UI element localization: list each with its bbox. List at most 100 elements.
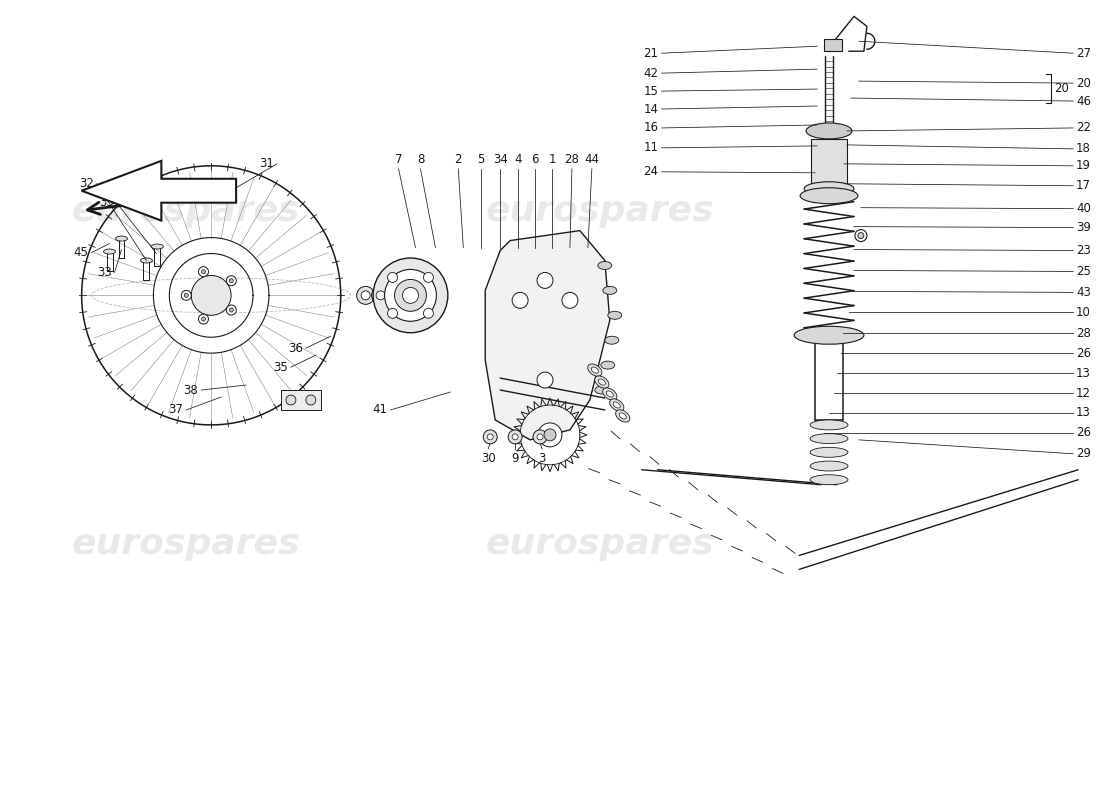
Text: 6: 6 (531, 153, 539, 166)
Ellipse shape (608, 311, 622, 319)
Text: 44: 44 (584, 153, 600, 166)
Text: 39: 39 (1076, 221, 1091, 234)
Circle shape (562, 292, 578, 308)
Ellipse shape (373, 258, 448, 333)
Ellipse shape (103, 249, 116, 254)
Text: 17: 17 (1076, 179, 1091, 192)
Text: 33: 33 (99, 196, 113, 209)
Circle shape (306, 395, 316, 405)
Circle shape (201, 317, 206, 321)
Ellipse shape (603, 286, 617, 294)
Text: 26: 26 (1076, 426, 1091, 439)
Text: 35: 35 (273, 361, 288, 374)
Ellipse shape (810, 447, 848, 458)
Circle shape (537, 372, 553, 388)
Text: 24: 24 (644, 166, 659, 178)
Ellipse shape (356, 286, 375, 304)
Ellipse shape (619, 413, 626, 419)
Circle shape (483, 430, 497, 444)
Circle shape (286, 395, 296, 405)
Circle shape (424, 273, 433, 282)
Circle shape (229, 278, 233, 282)
Ellipse shape (810, 434, 848, 443)
Circle shape (487, 434, 493, 440)
Circle shape (534, 430, 547, 444)
Text: 9: 9 (512, 452, 519, 465)
Text: 20: 20 (1076, 77, 1091, 90)
Ellipse shape (810, 420, 848, 430)
Ellipse shape (403, 287, 418, 303)
Ellipse shape (601, 361, 615, 369)
Circle shape (508, 430, 522, 444)
Ellipse shape (810, 461, 848, 471)
Circle shape (227, 276, 236, 286)
Circle shape (424, 308, 433, 318)
Text: eurospares: eurospares (485, 194, 714, 228)
Circle shape (227, 305, 236, 315)
Text: eurospares: eurospares (72, 527, 300, 562)
Text: 30: 30 (481, 452, 496, 465)
Ellipse shape (800, 188, 858, 204)
Ellipse shape (613, 402, 620, 408)
Text: 31: 31 (260, 158, 274, 170)
Text: eurospares: eurospares (485, 527, 714, 562)
Ellipse shape (361, 291, 370, 300)
Text: 32: 32 (79, 178, 94, 190)
Text: 13: 13 (1076, 366, 1091, 379)
Ellipse shape (152, 244, 163, 249)
Text: 37: 37 (168, 403, 184, 417)
Circle shape (182, 290, 191, 300)
Text: 3: 3 (538, 452, 546, 465)
Circle shape (201, 270, 206, 274)
Circle shape (537, 434, 543, 440)
Text: 14: 14 (644, 102, 659, 115)
Ellipse shape (806, 123, 851, 139)
Circle shape (858, 233, 864, 238)
Text: 33: 33 (97, 266, 111, 279)
Text: 41: 41 (373, 403, 387, 417)
Circle shape (544, 429, 556, 441)
Text: 5: 5 (477, 153, 485, 166)
Ellipse shape (605, 336, 619, 344)
Circle shape (387, 273, 397, 282)
Text: 19: 19 (1076, 159, 1091, 172)
Ellipse shape (603, 388, 617, 400)
Text: 34: 34 (493, 153, 507, 166)
Ellipse shape (395, 279, 427, 311)
Text: 40: 40 (1076, 202, 1091, 215)
Ellipse shape (592, 367, 598, 373)
Circle shape (185, 294, 188, 298)
Text: 38: 38 (184, 383, 198, 397)
Text: 42: 42 (644, 66, 659, 80)
Text: 29: 29 (1076, 447, 1091, 460)
Text: 25: 25 (1076, 265, 1091, 278)
Text: 22: 22 (1076, 122, 1091, 134)
Ellipse shape (598, 379, 605, 385)
Ellipse shape (587, 364, 602, 376)
Circle shape (855, 230, 867, 242)
Bar (386, 270, 436, 320)
Ellipse shape (616, 410, 630, 422)
Text: 26: 26 (1076, 346, 1091, 360)
Circle shape (513, 292, 528, 308)
Text: 28: 28 (1076, 326, 1091, 340)
Circle shape (537, 273, 553, 288)
Text: eurospares: eurospares (72, 194, 300, 228)
Text: 7: 7 (395, 153, 403, 166)
Text: 4: 4 (515, 153, 521, 166)
Bar (824, 39, 842, 51)
Text: 18: 18 (1076, 142, 1091, 155)
Ellipse shape (372, 286, 389, 304)
Ellipse shape (595, 376, 609, 388)
Text: 28: 28 (564, 153, 580, 166)
Text: 2: 2 (454, 153, 462, 166)
Text: 36: 36 (288, 342, 302, 354)
Ellipse shape (385, 270, 437, 322)
Ellipse shape (376, 291, 385, 300)
Text: 27: 27 (1076, 46, 1091, 60)
Text: 45: 45 (74, 246, 89, 259)
Text: 8: 8 (417, 153, 425, 166)
Ellipse shape (606, 391, 614, 397)
Ellipse shape (141, 258, 153, 263)
Bar (280, 390, 321, 410)
